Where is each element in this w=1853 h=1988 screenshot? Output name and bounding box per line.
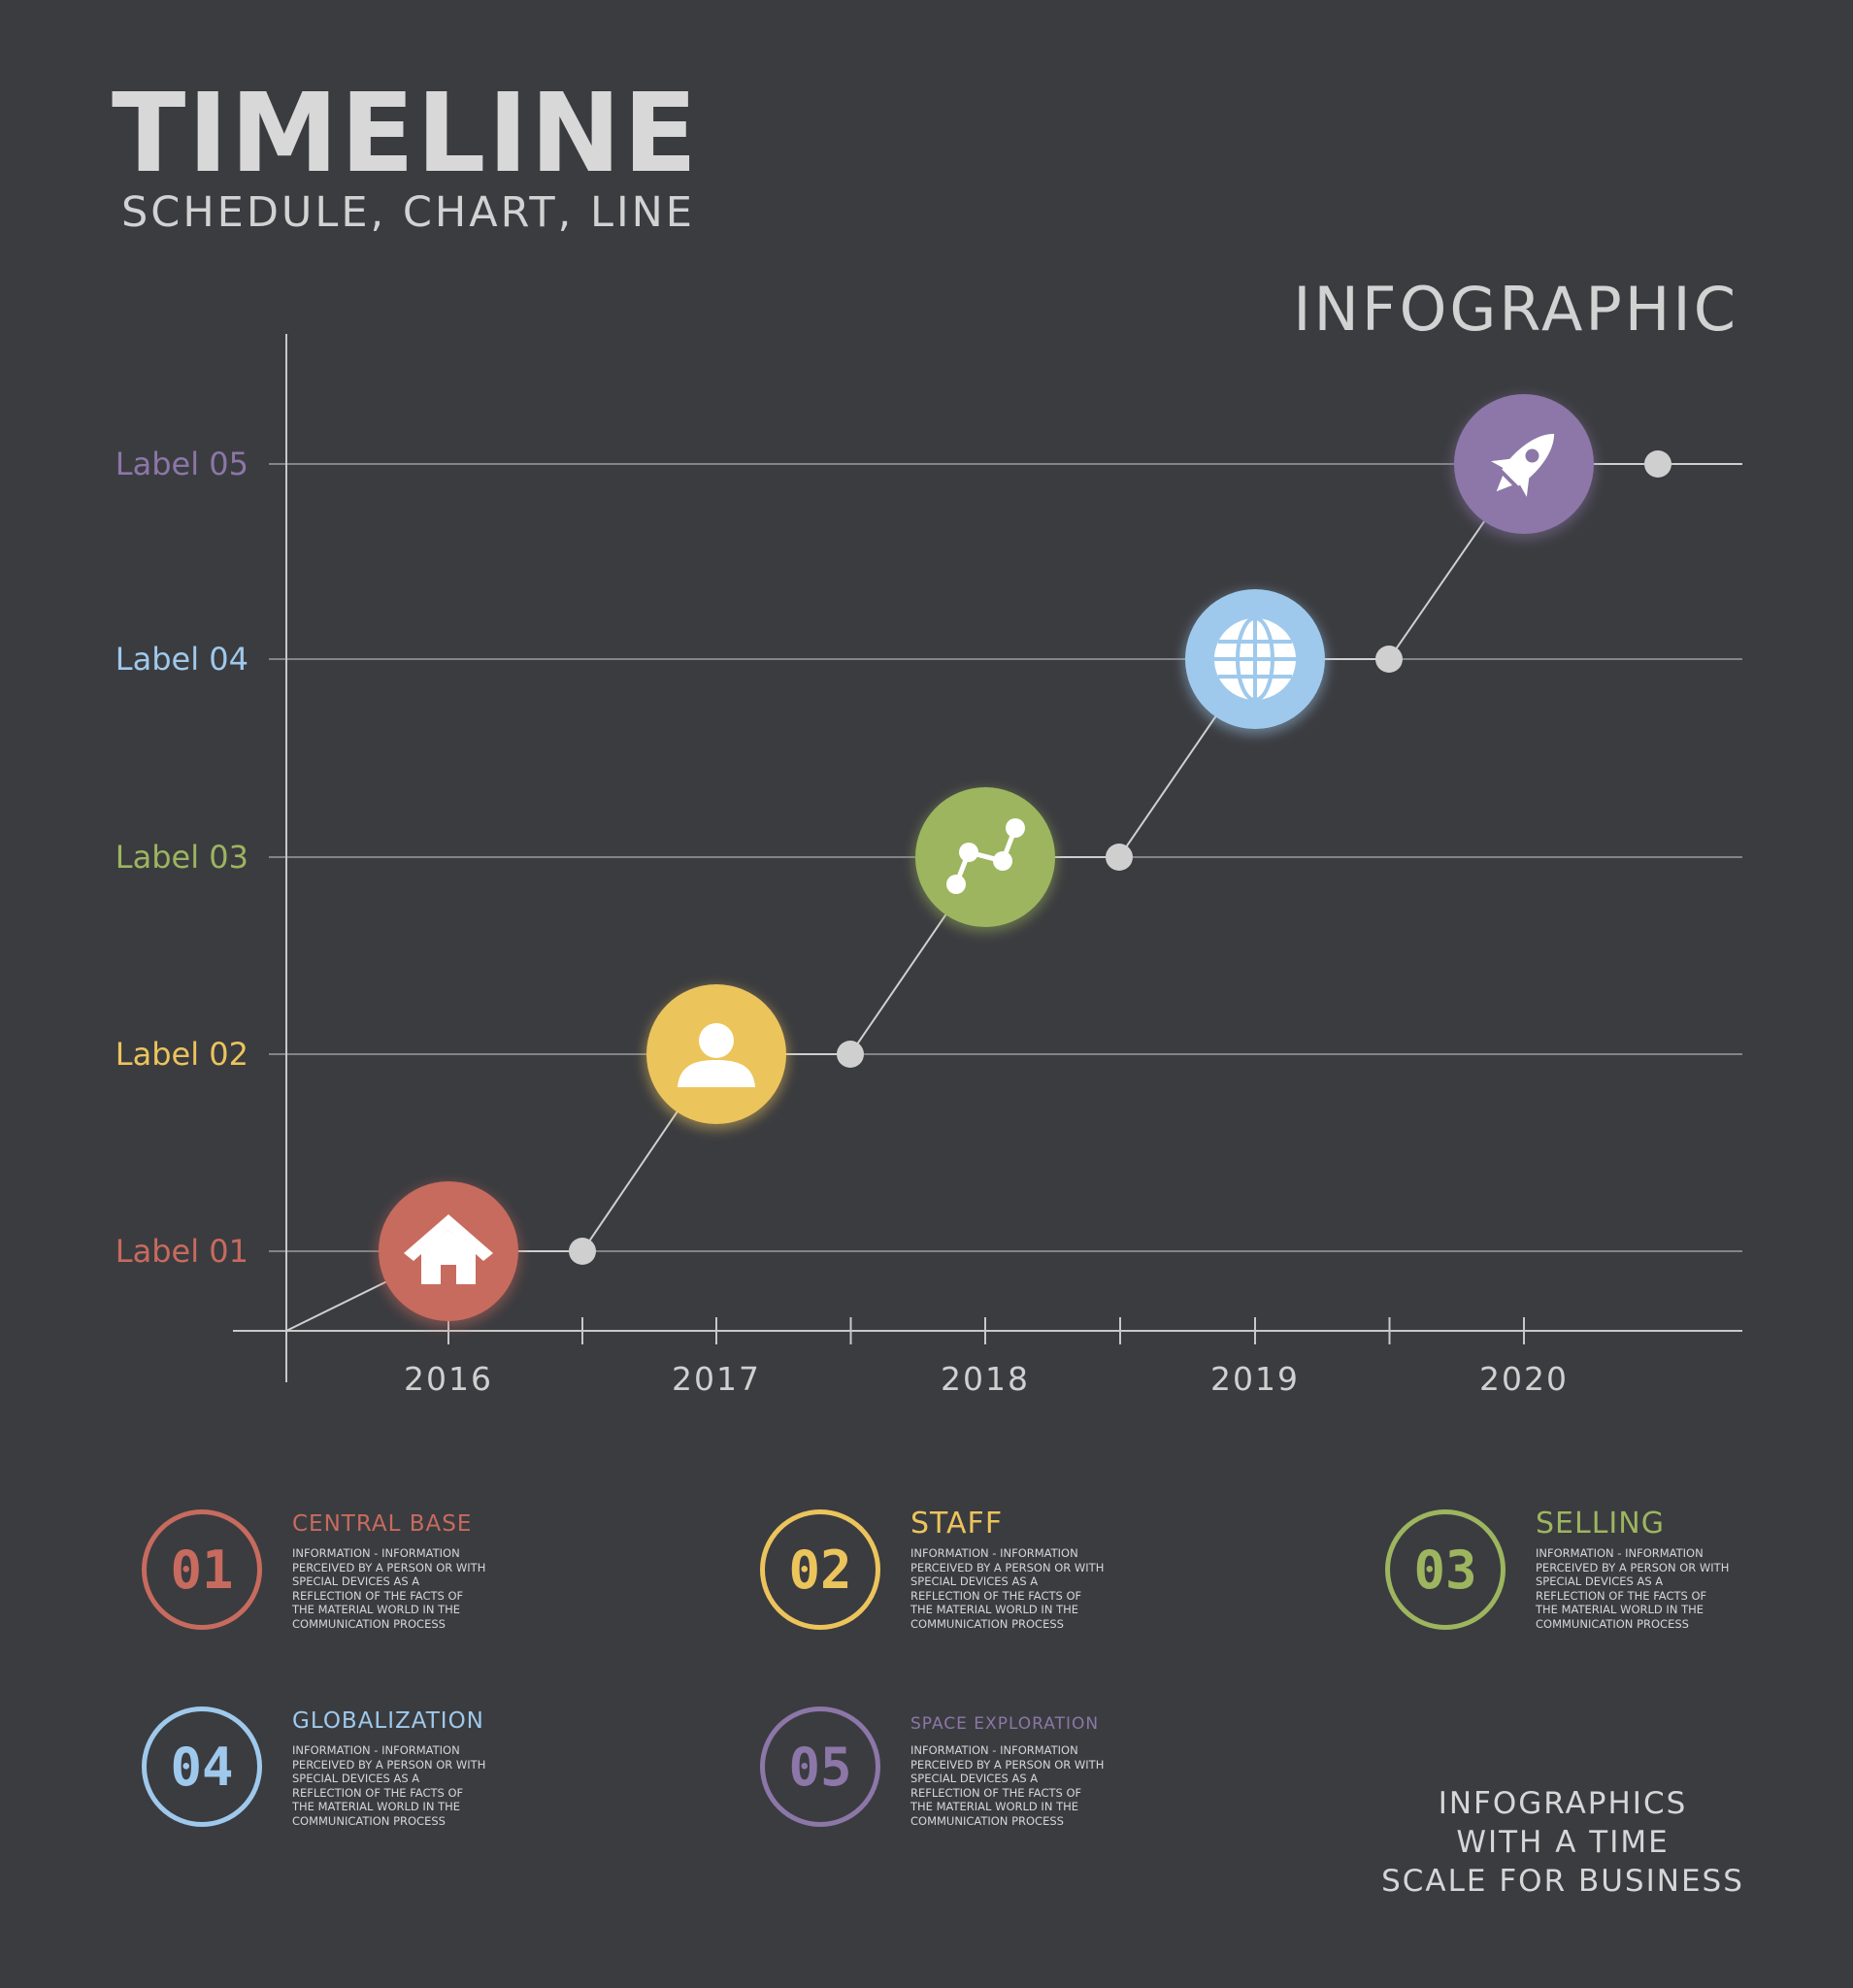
tagline-line-1: INFOGRAPHICS: [1438, 1786, 1688, 1821]
series-point-2018: [913, 787, 1057, 933]
legend-title-01: CENTRAL BASE: [292, 1511, 473, 1537]
globe-icon: [1214, 616, 1296, 702]
legend-text-01: INFORMATION - INFORMATION PERCEIVED BY A…: [292, 1546, 486, 1631]
page-title: TIMELINE: [112, 71, 700, 197]
tagline-line-3: SCALE FOR BUSINESS: [1381, 1864, 1744, 1899]
x-tick-label: 2016: [404, 1360, 493, 1398]
legend-number-03: 03: [1385, 1509, 1506, 1630]
infographic-heading: INFOGRAPHIC: [1293, 274, 1738, 345]
x-tick-label: 2017: [672, 1360, 761, 1398]
series-dot: [1375, 646, 1403, 673]
series-dot: [1106, 844, 1133, 871]
legend-title-03: SELLING: [1536, 1507, 1665, 1541]
y-tick-label: Label 01: [116, 1233, 248, 1270]
legend-number-05: 05: [760, 1706, 880, 1827]
series-point-2020: [1452, 394, 1596, 540]
x-tick-label: 2019: [1210, 1360, 1300, 1398]
chart-line-icon: [946, 818, 1025, 894]
legend-item-02: 02 STAFF INFORMATION - INFORMATION PERCE…: [760, 1509, 1265, 1645]
legend-text-03: INFORMATION - INFORMATION PERCEIVED BY A…: [1536, 1546, 1730, 1631]
y-tick-label: Label 03: [116, 839, 248, 876]
legend-number-01: 01: [142, 1509, 262, 1630]
tagline: INFOGRAPHICS WITH A TIME SCALE FOR BUSIN…: [1378, 1784, 1747, 1901]
legend-title-04: GLOBALIZATION: [292, 1708, 484, 1734]
legend-text-02: INFORMATION - INFORMATION PERCEIVED BY A…: [910, 1546, 1105, 1631]
series-dot: [1644, 450, 1671, 478]
series-dot: [569, 1238, 596, 1265]
rocket-icon: [1491, 433, 1555, 497]
legend-number-04: 04: [142, 1706, 262, 1827]
series-point-2019: [1183, 589, 1327, 735]
legend-title-05: SPACE EXPLORATION: [910, 1714, 1100, 1734]
series-point-2017: [645, 984, 788, 1130]
legend-item-03: 03 SELLING INFORMATION - INFORMATION PER…: [1385, 1509, 1853, 1645]
y-tick-label: Label 04: [116, 641, 248, 678]
x-tick-label: 2020: [1479, 1360, 1569, 1398]
page-subtitle: SCHEDULE, CHART, LINE: [121, 188, 695, 237]
legend-title-02: STAFF: [910, 1507, 1004, 1541]
legend-number-02: 02: [760, 1509, 880, 1630]
y-tick-label: Label 05: [116, 446, 248, 482]
tagline-line-2: WITH A TIME: [1456, 1825, 1670, 1860]
legend-text-05: INFORMATION - INFORMATION PERCEIVED BY A…: [910, 1743, 1105, 1828]
home-icon: [404, 1214, 493, 1284]
x-tick-label: 2018: [941, 1360, 1030, 1398]
timeline-chart: Label 01 Label 02 Label 03 Label 04 Label 05…: [116, 334, 1742, 1398]
series-point-2016: [377, 1181, 520, 1327]
legend-text-04: INFORMATION - INFORMATION PERCEIVED BY A…: [292, 1743, 486, 1828]
legend-item-04: 04 GLOBALIZATION INFORMATION - INFORMATI…: [142, 1706, 646, 1842]
user-icon: [678, 1023, 755, 1087]
legend-item-01: 01 CENTRAL BASE INFORMATION - INFORMATIO…: [142, 1509, 646, 1645]
legend-item-05: 05 SPACE EXPLORATION INFORMATION - INFOR…: [760, 1706, 1265, 1842]
series-dot: [837, 1041, 864, 1068]
y-tick-label: Label 02: [116, 1036, 248, 1073]
